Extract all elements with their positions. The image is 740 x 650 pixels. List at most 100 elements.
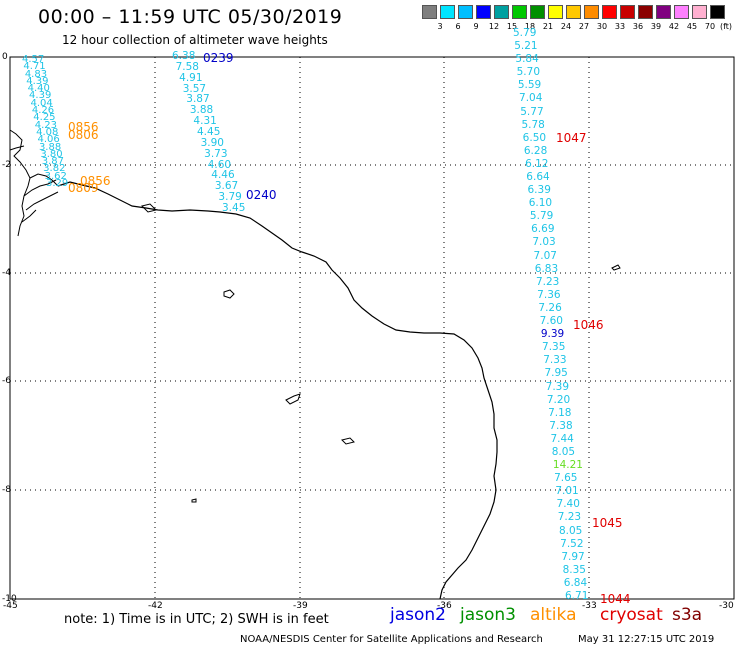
credit-line: NOAA/NESDIS Center for Satellite Applica… (240, 634, 543, 645)
wave-height-label: 4.31 (193, 115, 217, 128)
x-tick-label: -42 (148, 601, 163, 611)
wave-height-label: 6.39 (527, 184, 551, 197)
wave-height-label: 3.88 (38, 141, 62, 153)
wave-height-label: 7.95 (544, 367, 568, 380)
pass-time-label: 0240 (246, 188, 277, 202)
x-tick-label: -36 (437, 601, 452, 611)
wave-height-label: 5.77 (520, 105, 544, 118)
legend-label: 30 (596, 22, 608, 31)
map-subtitle: 12 hour collection of altimeter wave hei… (62, 33, 328, 47)
wave-height-label: 4.08 (36, 126, 59, 138)
x-tick-label: -39 (293, 601, 308, 611)
wave-height-label: 7.18 (548, 406, 572, 419)
wave-height-label: 4.39 (26, 75, 49, 87)
wave-height-label: 3.87 (186, 93, 210, 106)
legend-swatch (422, 5, 437, 19)
wave-height-label: 7.40 (556, 498, 580, 511)
map-title: 00:00 – 11:59 UTC 05/30/2019 (38, 6, 343, 28)
wave-height-label: 6.10 (528, 197, 553, 210)
wave-height-label: 5.21 (514, 40, 538, 53)
legend-unit: (ft) (720, 22, 733, 31)
wave-height-label: 3.90 (200, 136, 224, 149)
legend-label: 33 (614, 22, 626, 31)
wave-height-label: 3.62 (44, 170, 67, 182)
legend-label: 3 (437, 22, 443, 31)
wave-height-label: 7.33 (543, 354, 567, 367)
wave-height-label: 5.79 (513, 27, 537, 39)
satellite-name: jason3 (460, 605, 516, 625)
legend-swatch (530, 5, 545, 19)
island-small-4 (191, 498, 197, 503)
wave-height-label: 7.20 (546, 393, 571, 406)
wave-height-label: 4.40 (27, 83, 50, 95)
x-tick-label: -45 (3, 601, 18, 611)
wave-height-label: 3.79 (218, 191, 242, 204)
wave-height-label: 4.83 (24, 68, 48, 80)
wave-height-label: 7.07 (533, 249, 557, 262)
wave-height-label: 3.80 (40, 148, 63, 160)
island-rocas (223, 289, 235, 299)
wave-height-label: 7.04 (519, 92, 543, 105)
legend-label: 18 (524, 22, 536, 31)
generated-timestamp: May 31 12:27:15 UTC 2019 (578, 634, 715, 645)
y-tick-label: -6 (2, 376, 11, 386)
wave-height-label: 5.84 (515, 53, 539, 66)
wave-height-label: 5.78 (521, 118, 545, 131)
wave-height-label: 7.44 (550, 432, 574, 445)
map-frame (9, 56, 735, 600)
wave-height-label: 7.01 (555, 485, 579, 498)
legend-label: 9 (473, 22, 479, 31)
wave-height-label: 4.46 (211, 169, 235, 182)
wave-height-label: 6.50 (522, 131, 547, 144)
legend-label: 6 (455, 22, 461, 31)
wave-height-label: 7.38 (549, 419, 573, 432)
pass-time-label: 1044 (600, 592, 631, 606)
pass-time-label: 0856 (68, 120, 99, 134)
island-noronha (285, 393, 301, 405)
legend-label: 21 (542, 22, 554, 31)
wave-height-label: 6.83 (534, 262, 559, 275)
coastline (57, 181, 498, 600)
y-tick-label: -8 (2, 485, 11, 495)
wave-height-label: 5.79 (529, 210, 554, 223)
wave-height-label: 7.65 (554, 472, 578, 485)
legend-label: 36 (632, 22, 644, 31)
legend-label: 24 (560, 22, 572, 31)
wave-height-label: 4.26 (31, 105, 55, 117)
legend-label: 27 (578, 22, 590, 31)
satellite-name: altika (530, 605, 577, 625)
wave-height-label: 7.58 (175, 60, 199, 73)
legend-swatch (512, 5, 527, 19)
wave-height-label: 8.35 (562, 563, 586, 576)
wave-height-label: 3.73 (204, 147, 228, 160)
wave-height-label: 14.21 (552, 459, 583, 472)
wave-height-label: 7.52 (560, 537, 584, 550)
wave-height-label: 4.57 (22, 54, 45, 65)
wave-height-label: 6.69 (531, 223, 555, 236)
island-small-3 (611, 264, 621, 271)
wave-height-label: 5.59 (517, 79, 542, 92)
wave-height-label: 5.70 (516, 66, 541, 79)
wave-height-label: 6.28 (523, 144, 548, 157)
legend-label: 42 (668, 22, 680, 31)
wave-height-label: 4.60 (207, 158, 232, 171)
wave-height-label: 7.03 (532, 236, 556, 249)
wave-height-label: 4.45 (197, 126, 221, 138)
grid-lines (10, 57, 734, 599)
wave-height-label: 4.39 (29, 90, 52, 102)
wave-height-label: 6.71 (565, 590, 589, 602)
legend-swatch (638, 5, 653, 19)
pass-time-label: 0809 (68, 181, 99, 195)
pass-time-label: 1047 (556, 131, 587, 145)
satellite-name: s3a (672, 605, 703, 625)
x-tick-label: -33 (582, 601, 597, 611)
legend-swatch (566, 5, 581, 19)
wave-height-label: 4.06 (37, 134, 60, 146)
legend-label: 15 (506, 22, 518, 31)
wave-height-label: 7.97 (561, 550, 585, 563)
legend-swatch (602, 5, 617, 19)
pass-time-label: 1046 (573, 318, 604, 332)
legend-swatch (494, 5, 509, 19)
wave-height-label: 7.35 (542, 341, 566, 354)
y-tick-label: -10 (2, 594, 17, 604)
